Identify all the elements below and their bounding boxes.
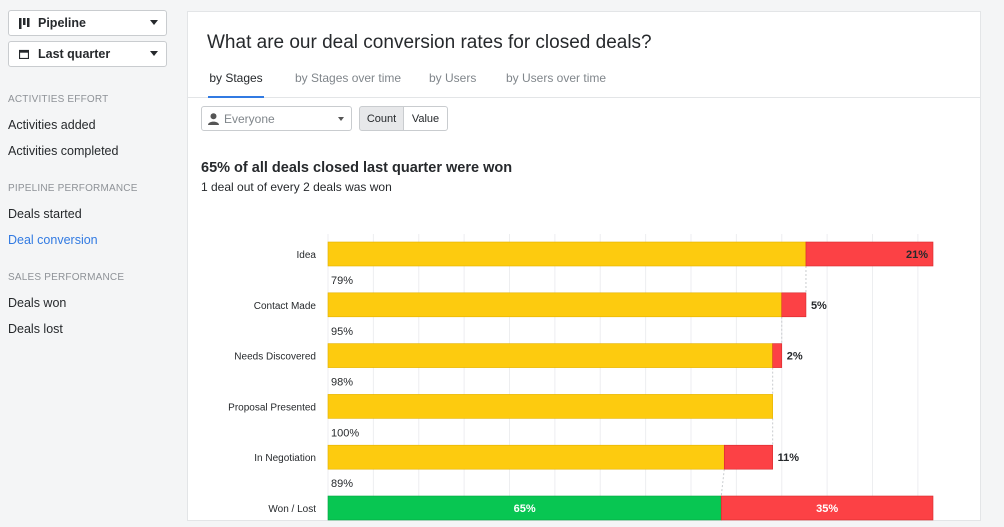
category-label: Contact Made [254,301,317,312]
won-percent-label: 65% [514,503,536,515]
bar-lost-segment [720,495,934,521]
section-title-pipeline: PIPELINE PERFORMANCE [8,183,138,194]
section-title-sales: SALES PERFORMANCE [8,272,125,283]
stage-connector-line [720,469,725,497]
sidebar-item-activities-added[interactable]: Activities added [8,118,96,132]
bar-won-segment [327,343,773,368]
lost-percent-label: 35% [816,503,838,515]
lost-percent-label: 11% [778,452,800,464]
conversion-funnel-chart: Idea 21% 79% Contact Made 5% 95% Needs Discove… [228,234,934,521]
conversion-subline: 1 deal out of every 2 deals was won [201,180,392,194]
category-label: In Negotiation [254,453,316,464]
user-icon [208,112,219,125]
sidebar: Pipeline Last quarter ACTIVITIES EFFORT … [0,0,180,527]
chevron-down-icon [338,117,344,121]
conversion-headline: 65% of all deals closed last quarter wer… [201,160,513,176]
chart-labels: Idea 21% 79% Contact Made 5% 95% Needs Discove… [228,249,928,515]
user-filter-dropdown[interactable]: Everyone [201,106,352,131]
sidebar-item-deals-started[interactable]: Deals started [8,207,82,221]
bar-won-segment [327,444,725,470]
section-title-activities: ACTIVITIES EFFORT [8,94,109,105]
bar-lost-segment [723,444,773,470]
lost-percent-label: 21% [906,249,928,261]
chevron-down-icon [150,51,158,56]
pipeline-dropdown[interactable]: Pipeline [8,10,167,36]
conversion-rate-label: 100% [331,427,359,439]
conversion-rate-label: 98% [331,377,353,389]
page-title: What are our deal conversion rates for c… [207,32,652,53]
category-label: Proposal Presented [228,402,316,413]
chart-bars [327,241,934,521]
period-dropdown-label: Last quarter [38,47,111,61]
tab-by-users[interactable]: by Users [429,71,477,85]
tab-bar: by Stages by Stages over time by Users b… [188,67,980,98]
bar-lost-segment [772,343,783,368]
calendar-icon [18,48,30,60]
lost-percent-label: 5% [811,300,827,312]
value-toggle-button[interactable]: Value [403,106,448,131]
lost-percent-label: 2% [787,351,803,363]
conversion-rate-label: 89% [331,478,353,490]
bar-won-segment [327,241,807,267]
conversion-rate-label: 95% [331,326,353,338]
sidebar-item-deal-conversion[interactable]: Deal conversion [8,233,98,247]
sidebar-item-deals-won[interactable]: Deals won [8,296,67,310]
bar-won-segment [327,394,773,419]
sidebar-item-activities-completed[interactable]: Activities completed [8,144,119,158]
tab-by-stages[interactable]: by Stages [208,71,264,98]
pipeline-bars-icon [18,17,30,29]
chart-gridlines [327,234,919,520]
pipeline-dropdown-label: Pipeline [38,16,86,30]
chevron-down-icon [150,20,158,25]
category-label: Idea [297,250,317,261]
category-label: Needs Discovered [234,352,316,363]
chart-connectors [720,266,807,497]
conversion-rate-label: 79% [331,275,353,287]
tab-by-stages-over-time[interactable]: by Stages over time [295,71,402,85]
tab-by-users-over-time[interactable]: by Users over time [506,71,607,85]
category-label: Won / Lost [268,504,316,515]
user-filter-value: Everyone [224,111,275,126]
bar-lost-segment [781,292,807,318]
sidebar-item-deals-lost[interactable]: Deals lost [8,322,63,336]
bar-won-segment [327,495,722,521]
report-panel: What are our deal conversion rates for c… [187,11,981,521]
bar-lost-segment [805,241,934,267]
period-dropdown[interactable]: Last quarter [8,41,167,67]
count-toggle-button[interactable]: Count [359,106,404,131]
bar-won-segment [327,292,783,318]
